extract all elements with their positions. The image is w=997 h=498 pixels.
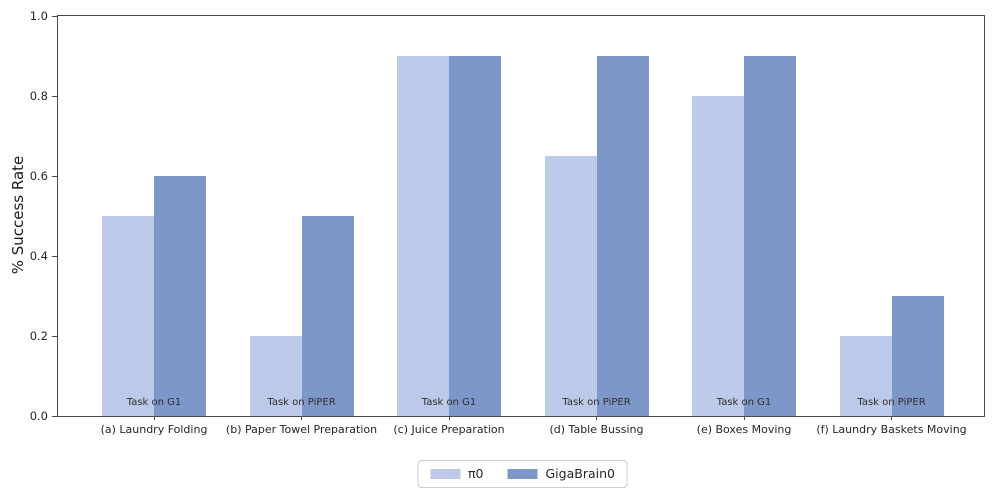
y-tick-mark (52, 415, 58, 417)
bar-series0-group2 (397, 56, 449, 416)
x-tick-label: (a) Laundry Folding (100, 423, 208, 436)
y-tick-mark (52, 335, 58, 337)
bar-annotation: Task on PiPER (562, 397, 631, 408)
legend-item-1: GigaBrain0 (507, 466, 615, 482)
bar-series1-group1 (301, 216, 354, 416)
y-tick-label: 0.4 (29, 249, 48, 263)
x-tick-label: (e) Boxes Moving (696, 423, 792, 436)
bar-series0-group4 (692, 96, 744, 416)
bar-series1-group4 (744, 56, 796, 416)
y-tick-mark (52, 15, 58, 17)
y-tick-mark (52, 175, 58, 177)
legend-swatch-0 (430, 469, 461, 479)
x-tick-label: (c) Juice Preparation (393, 423, 505, 436)
bar-annotation: Task on PiPER (857, 397, 926, 408)
y-tick-mark (52, 255, 58, 257)
y-tick-label: 0.2 (29, 329, 48, 343)
y-tick-label: 1.0 (29, 9, 48, 23)
bar-series1-group0 (154, 176, 206, 416)
bar-annotation: Task on G1 (421, 397, 477, 408)
legend-item-0: π0 (430, 466, 484, 482)
legend-label-1: GigaBrain0 (545, 466, 615, 481)
legend-swatch-1 (507, 469, 538, 479)
y-axis-title: % Success Rate (9, 155, 27, 275)
bar-annotation: Task on G1 (716, 397, 772, 408)
x-tick-mark (596, 416, 597, 420)
x-tick-label: (d) Table Bussing (549, 423, 644, 436)
x-tick-mark (743, 416, 745, 420)
bar-series0-group1 (249, 336, 302, 416)
plot-area: 0.0 0.2 0.4 0.6 0.8 1.0 (a) Laundry Folding Tas… (30, 9, 985, 436)
bar-series1-group2 (449, 56, 501, 416)
x-tick-mark (301, 416, 302, 420)
bar-annotation: Task on G1 (126, 397, 182, 408)
y-tick-label: 0.8 (29, 89, 48, 103)
bar-series1-group5 (891, 296, 944, 416)
bar-annotation: Task on PiPER (267, 397, 336, 408)
x-tick-mark (153, 416, 155, 420)
legend-label-0: π0 (468, 466, 484, 481)
x-tick-label: (f) Laundry Baskets Moving (816, 423, 967, 436)
bar-series0-group5 (839, 336, 892, 416)
legend: π0 GigaBrain0 (417, 460, 628, 488)
x-tick-mark (891, 416, 892, 420)
x-tick-label: (b) Paper Towel Preparation (225, 423, 378, 436)
bar-series0-group3 (544, 156, 597, 416)
y-tick-label: 0.6 (29, 169, 48, 183)
y-tick-mark (52, 95, 58, 97)
bar-series0-group0 (102, 216, 154, 416)
bar-series1-group3 (596, 56, 649, 416)
x-tick-mark (448, 416, 450, 420)
y-tick-label: 0.0 (29, 409, 48, 423)
